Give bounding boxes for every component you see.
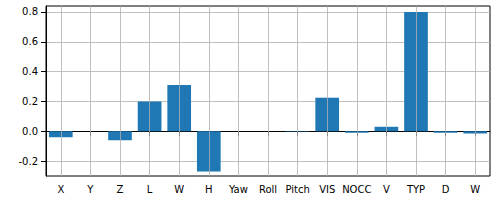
svg-text:Yaw: Yaw bbox=[228, 184, 248, 195]
svg-text:VIS: VIS bbox=[319, 184, 335, 195]
svg-text:D: D bbox=[442, 184, 450, 195]
svg-text:X: X bbox=[57, 184, 64, 195]
svg-text:0.4: 0.4 bbox=[22, 66, 38, 77]
svg-text:Y: Y bbox=[86, 184, 94, 195]
svg-text:L: L bbox=[147, 184, 153, 195]
svg-text:V: V bbox=[383, 184, 390, 195]
svg-text:TYP: TYP bbox=[406, 184, 425, 195]
svg-text:0.6: 0.6 bbox=[22, 36, 38, 47]
svg-text:0.0: 0.0 bbox=[22, 126, 38, 137]
svg-text:Z: Z bbox=[117, 184, 124, 195]
svg-text:H: H bbox=[205, 184, 213, 195]
svg-text:W: W bbox=[470, 184, 480, 195]
svg-text:Roll: Roll bbox=[259, 184, 277, 195]
svg-text:0.8: 0.8 bbox=[22, 6, 38, 17]
svg-text:W: W bbox=[174, 184, 184, 195]
svg-text:Pitch: Pitch bbox=[285, 184, 309, 195]
svg-text:-0.2: -0.2 bbox=[18, 156, 38, 167]
svg-text:0.2: 0.2 bbox=[22, 96, 38, 107]
svg-text:NOCC: NOCC bbox=[342, 184, 371, 195]
